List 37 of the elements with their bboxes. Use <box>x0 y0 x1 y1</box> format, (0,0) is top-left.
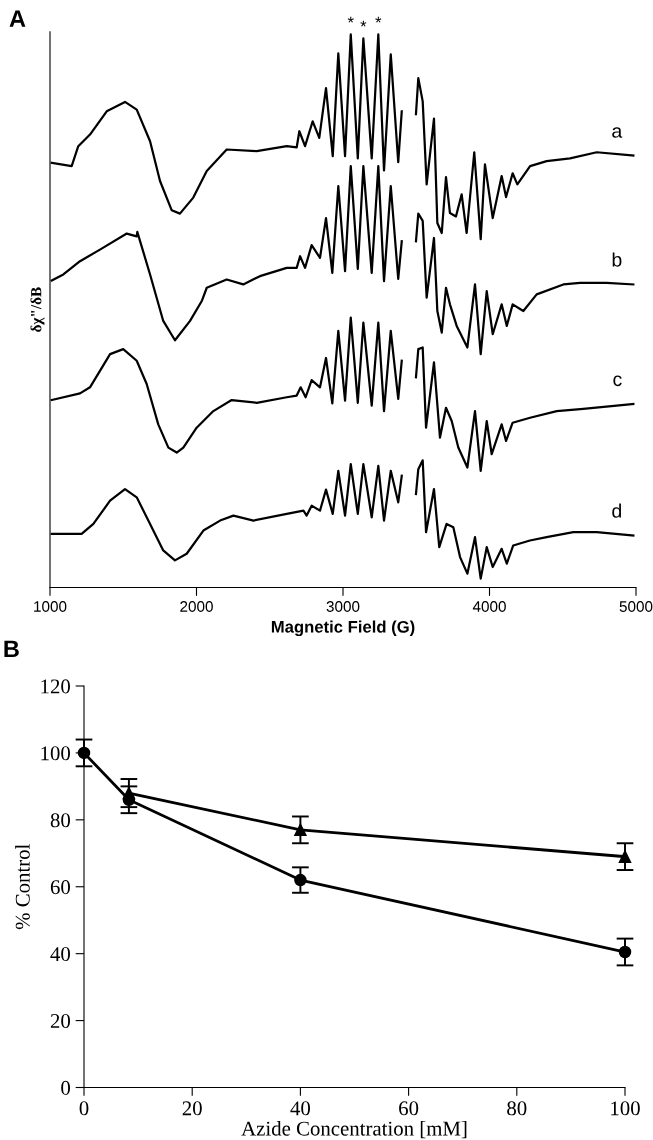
y-tick-label: 100 <box>41 746 71 761</box>
point <box>618 850 632 863</box>
point <box>77 746 91 760</box>
x-axis-title: Magnetic Field (G) <box>271 620 415 637</box>
series-label: c <box>613 375 622 387</box>
annotation: * <box>347 16 354 23</box>
y-axis-title: % Control <box>15 844 30 930</box>
x-tick-label: 0 <box>79 1101 89 1116</box>
y-tick-label: 60 <box>50 880 71 895</box>
x-tick-label: 80 <box>507 1101 527 1116</box>
y-tick-label: 0 <box>61 1080 71 1095</box>
point <box>618 945 632 959</box>
x-tick-label: 20 <box>182 1101 202 1116</box>
annotation: * <box>360 20 367 27</box>
x-tick-label: 4000 <box>472 601 506 612</box>
series-label: a <box>612 127 623 138</box>
y-tick-label: 80 <box>50 813 71 828</box>
point <box>294 823 307 837</box>
series-label: d <box>612 503 621 518</box>
annotation: * <box>375 16 382 23</box>
text: A <box>9 10 26 27</box>
point <box>294 873 307 887</box>
y-axis-title: δχ"/δB <box>30 287 45 332</box>
y-tick-label: 120 <box>41 679 71 694</box>
x-tick-label: 60 <box>399 1101 419 1116</box>
point <box>122 786 136 800</box>
x-axis-title: Azide Concentration [mM] <box>241 1120 467 1139</box>
x-tick-label: 40 <box>290 1101 311 1116</box>
x-tick-label: 1000 <box>34 601 67 612</box>
text: B <box>4 640 19 658</box>
x-tick-label: 3000 <box>326 601 360 612</box>
y-tick-label: 20 <box>50 1013 71 1029</box>
x-tick-label: 2000 <box>180 601 213 612</box>
y-tick-label: 40 <box>50 947 71 962</box>
series-label: b <box>612 252 622 267</box>
x-tick-label: 5000 <box>619 601 653 612</box>
x-tick-label: 100 <box>611 1101 640 1116</box>
